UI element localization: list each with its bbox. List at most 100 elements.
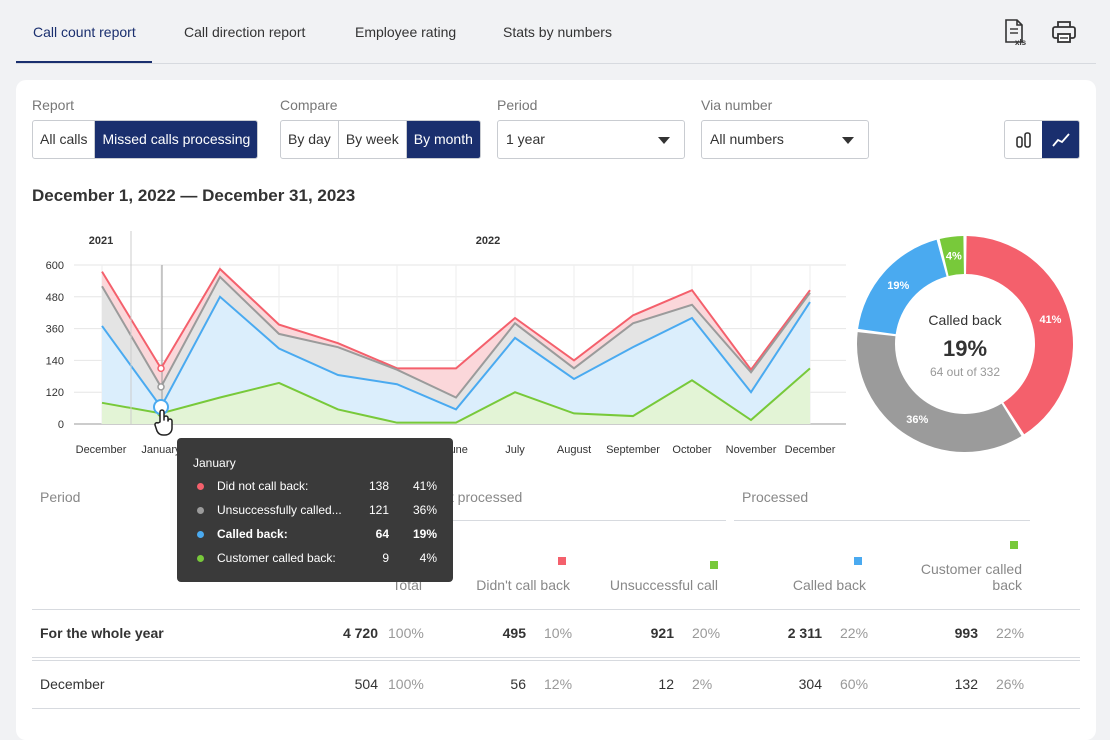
compare-by-day[interactable]: By day (281, 121, 339, 158)
via-number-select[interactable]: All numbers (701, 120, 869, 159)
row-period: December (40, 676, 105, 692)
x-tick-label: December (785, 444, 836, 456)
customer-called-back-column-header-line2: back (992, 577, 1022, 593)
tooltip-row-name: Called back: (217, 527, 288, 541)
tabs-divider (16, 63, 1096, 64)
report-option-missed-calls[interactable]: Missed calls processing (95, 121, 258, 158)
row-customer-pct: 26% (996, 676, 1025, 692)
donut-slice[interactable] (858, 239, 947, 335)
row-customer: 132 (954, 676, 978, 692)
row-customer: 993 (954, 625, 978, 641)
x-tick-label: July (505, 444, 525, 456)
area-chart: 2021 2022 0 120 140 360 480 600 December Janua… (46, 231, 846, 456)
legend-dot (197, 531, 204, 538)
row-called: 2 311 (787, 625, 822, 641)
did-not-call-back-swatch (558, 557, 566, 565)
x-tick-label: October (672, 444, 711, 456)
didnt-call-back-column-header: Didn't call back (476, 577, 570, 593)
y-tick-label: 0 (58, 419, 64, 431)
tab-call-count-report[interactable]: Call count report (33, 24, 136, 40)
unsuccessful-call-column-header: Unsuccessful call (609, 577, 718, 593)
row-unsucc: 921 (650, 625, 674, 641)
donut-slice-label: 19% (887, 280, 909, 292)
row-called: 304 (798, 676, 822, 692)
tab-employee-rating[interactable]: Employee rating (355, 24, 457, 40)
y-tick-label: 140 (46, 355, 64, 367)
compare-by-week[interactable]: By week (339, 121, 407, 158)
compare-toggle: By day By week By month (280, 120, 481, 159)
year-label-2022: 2022 (476, 235, 500, 247)
donut-center-sub: 64 out of 332 (930, 365, 1000, 379)
row-unsucc-pct: 20% (692, 625, 721, 641)
series-line (101, 275, 811, 399)
x-tick-label: January (141, 444, 181, 456)
y-tick-label: 120 (46, 387, 64, 399)
compare-by-month[interactable]: By month (406, 121, 480, 158)
bar-chart-icon[interactable] (1005, 121, 1042, 158)
report-tabs-bar: Call count report Call direction report … (0, 0, 1110, 64)
row-customer-pct: 22% (996, 625, 1025, 641)
tooltip-row-name: Customer called back: (217, 551, 336, 565)
donut-center-label: Called back (928, 312, 1002, 328)
xls-label: xls (1015, 38, 1027, 46)
row-total: 504 (354, 676, 378, 692)
donut-slice-label: 36% (906, 414, 928, 426)
row-didnt: 56 (510, 676, 526, 692)
chevron-down-icon (842, 137, 854, 144)
tooltip-row-name: Unsuccessfully called... (217, 503, 342, 517)
printer-icon[interactable] (1050, 18, 1078, 46)
tooltip-row-pct: 19% (412, 527, 437, 541)
xls-file-icon[interactable]: xls (1002, 18, 1030, 47)
legend-dot (197, 483, 204, 490)
period-filter-label: Period (497, 97, 538, 113)
row-period: For the whole year (40, 625, 164, 641)
row-unsucc: 12 (658, 676, 674, 692)
row-didnt: 495 (502, 625, 526, 641)
donut-slice-label: 4% (946, 251, 962, 263)
hand-pointer-icon (152, 408, 178, 438)
processed-group-header: Processed (742, 489, 809, 505)
via-number-select-value: All numbers (710, 131, 784, 147)
x-tick-label: August (557, 444, 591, 456)
donut-slice-label: 41% (1039, 314, 1061, 326)
customer-called-back-swatch (1010, 541, 1018, 549)
data-point-marker (157, 364, 165, 373)
via-number-filter-label: Via number (701, 97, 773, 113)
not-processed-group-header: Not processed (432, 489, 523, 505)
row-total: 4 720 (342, 625, 378, 641)
tab-stats-by-numbers[interactable]: Stats by numbers (503, 24, 612, 40)
donut-center-value: 19% (943, 336, 987, 361)
x-tick-label: December (76, 444, 127, 456)
tooltip-row: Called back: 64 19% (177, 527, 453, 543)
tooltip-row-name: Did not call back: (217, 479, 309, 493)
series-area (102, 368, 810, 424)
compare-filter-label: Compare (280, 97, 338, 113)
row-called-pct: 60% (840, 676, 869, 692)
report-option-all-calls[interactable]: All calls (33, 121, 96, 158)
donut-slice[interactable] (939, 236, 964, 276)
report-toggle: All calls Missed calls processing (32, 120, 259, 159)
donut-slice[interactable] (857, 332, 1022, 452)
row-unsucc-pct: 2% (692, 676, 713, 692)
date-range-title: December 1, 2022 — December 31, 2023 (32, 186, 356, 205)
tooltip-row-count: 138 (368, 479, 389, 493)
series-line (101, 267, 811, 372)
legend-dot (197, 555, 204, 562)
not-processed-group-line (432, 520, 726, 521)
donut-slice[interactable] (966, 236, 1073, 435)
row-divider (32, 657, 1080, 658)
active-tab-indicator (16, 61, 152, 64)
x-tick-label: September (606, 444, 660, 456)
tooltip-row-count: 64 (375, 527, 389, 541)
tooltip-row-pct: 4% (419, 551, 437, 565)
line-chart-icon[interactable] (1042, 121, 1079, 158)
tab-call-direction-report[interactable]: Call direction report (184, 24, 306, 40)
legend-dot (197, 507, 204, 514)
y-tick-label: 600 (46, 260, 64, 272)
period-select[interactable]: 1 year (497, 120, 685, 159)
tooltip-row-count: 9 (382, 551, 389, 565)
tooltip-title: January (193, 456, 236, 470)
row-called-pct: 22% (840, 625, 869, 641)
row-didnt-pct: 12% (544, 676, 573, 692)
period-select-value: 1 year (506, 131, 545, 147)
